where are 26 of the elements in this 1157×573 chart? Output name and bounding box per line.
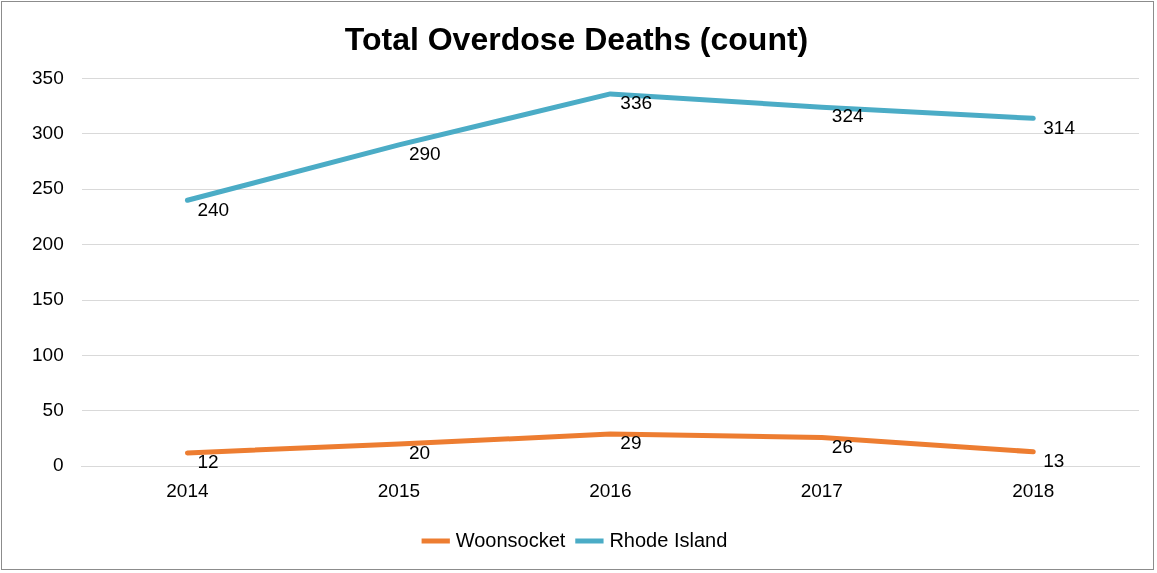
y-tick-label: 0	[53, 454, 64, 476]
y-tick-label: 50	[42, 399, 64, 421]
y-tick-label: 250	[32, 177, 64, 199]
data-label: 29	[620, 432, 642, 454]
data-label: 290	[408, 143, 441, 165]
y-tick-label: 200	[32, 232, 64, 254]
x-tick-label: 2014	[166, 479, 209, 501]
data-label: 20	[408, 442, 431, 464]
legend-label: Rhode Island	[609, 528, 728, 551]
x-tick-label: 2015	[377, 479, 421, 501]
y-tick-label: 300	[32, 122, 64, 144]
y-tick-label: 100	[32, 343, 64, 365]
data-label: 13	[1043, 450, 1065, 472]
data-label: 12	[197, 451, 219, 473]
data-label: 314	[1043, 116, 1076, 138]
legend-label: Woonsocket	[455, 528, 566, 551]
data-label: 240	[197, 198, 230, 220]
x-tick-label: 2016	[589, 479, 632, 501]
y-tick-label: 150	[32, 288, 64, 310]
data-label: 336	[620, 92, 653, 114]
data-label: 324	[831, 105, 864, 127]
x-tick-label: 2017	[800, 479, 843, 501]
chart-title: Total Overdose Deaths (count)	[344, 21, 809, 58]
data-label: 26	[831, 435, 853, 457]
x-tick-label: 2018	[1012, 479, 1055, 501]
y-tick-label: 350	[32, 66, 64, 88]
